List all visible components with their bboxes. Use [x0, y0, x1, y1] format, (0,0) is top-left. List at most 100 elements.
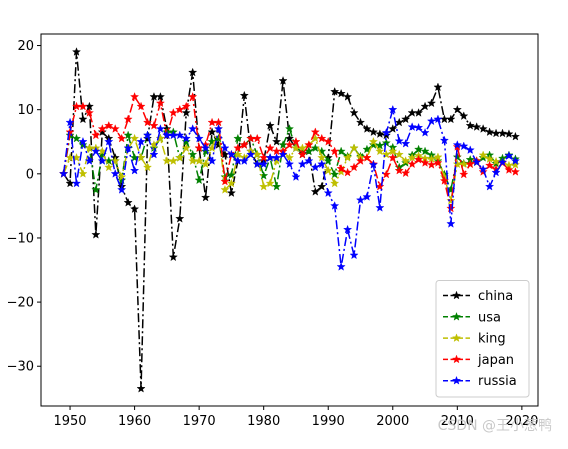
y-axis-ticks: −30 −20 −10 0 10 20	[7, 39, 41, 375]
data-point-china	[349, 108, 359, 117]
series-russia	[59, 104, 520, 271]
legend-marker	[451, 354, 462, 364]
data-point-china	[394, 117, 404, 127]
data-point-china	[142, 133, 153, 143]
data-point-russia	[181, 133, 191, 143]
y-tick-label: −30	[7, 360, 34, 375]
data-point-russia	[381, 127, 391, 137]
data-point-russia	[478, 164, 488, 174]
data-point-russia	[349, 250, 359, 260]
data-point-china	[355, 117, 366, 127]
x-tick-label: 2010	[441, 414, 474, 429]
data-point-japan	[317, 133, 327, 143]
data-point-japan	[110, 124, 120, 133]
x-tick-label: 1980	[247, 414, 280, 429]
data-point-japan	[401, 168, 411, 178]
data-point-japan	[478, 167, 488, 176]
data-point-china	[433, 82, 443, 92]
data-point-russia	[278, 149, 288, 159]
data-point-china	[401, 114, 411, 124]
data-point-china	[136, 383, 146, 393]
plot-area-frame	[40, 33, 539, 407]
data-point-usa	[194, 175, 204, 185]
data-point-japan	[381, 169, 391, 179]
data-point-japan	[446, 203, 456, 213]
data-point-japan	[284, 140, 295, 149]
data-point-king	[220, 185, 230, 194]
data-point-japan	[336, 163, 346, 173]
data-point-russia	[465, 145, 475, 154]
data-point-china	[310, 187, 320, 196]
data-point-japan	[343, 167, 353, 177]
data-point-usa	[91, 185, 101, 194]
data-point-usa	[78, 140, 88, 149]
data-point-usa	[123, 130, 133, 140]
data-point-king	[368, 136, 378, 146]
data-point-russia	[213, 124, 224, 133]
data-point-japan	[252, 133, 262, 143]
data-point-japan	[407, 159, 417, 169]
data-point-usa	[330, 169, 340, 179]
data-point-russia	[310, 162, 320, 172]
data-point-russia	[226, 149, 236, 159]
data-point-japan	[465, 159, 475, 169]
data-point-japan	[168, 108, 178, 117]
data-point-china	[504, 129, 514, 138]
data-point-japan	[175, 104, 185, 114]
data-point-japan	[485, 160, 495, 170]
data-point-russia	[336, 262, 346, 271]
data-point-china	[71, 47, 82, 56]
x-tick-label: 1950	[53, 414, 86, 429]
data-point-russia	[394, 136, 404, 145]
data-point-russia	[401, 138, 411, 148]
watermark: CSDN @王小葱鸭	[437, 418, 552, 434]
data-point-russia	[343, 224, 353, 234]
data-point-china	[226, 188, 236, 197]
data-point-russia	[362, 192, 372, 201]
data-point-japan	[123, 114, 133, 124]
data-point-china	[175, 213, 185, 223]
y-tick-label: 10	[17, 103, 34, 118]
data-point-russia	[485, 181, 495, 191]
legend-frame	[435, 280, 530, 398]
data-point-russia	[407, 122, 417, 131]
data-point-usa	[272, 181, 282, 191]
legend-label-king: king	[478, 332, 506, 347]
data-point-japan	[355, 156, 366, 165]
data-point-russia	[201, 143, 211, 153]
data-point-king	[491, 156, 501, 166]
data-point-china	[168, 252, 178, 262]
data-point-russia	[317, 159, 327, 169]
data-point-russia	[175, 130, 185, 140]
data-point-china	[91, 229, 101, 239]
data-point-usa	[323, 156, 333, 165]
data-point-russia	[246, 149, 256, 159]
legend-label-japan: japan	[477, 353, 514, 368]
data-point-china	[278, 76, 288, 85]
data-point-king	[265, 178, 275, 188]
data-point-russia	[297, 159, 307, 169]
series-layer	[59, 47, 520, 393]
data-point-japan	[310, 127, 320, 136]
data-point-russia	[510, 156, 520, 165]
legend: china usa king japan russia	[435, 280, 530, 398]
data-point-russia	[71, 178, 82, 188]
data-point-japan	[142, 117, 153, 127]
data-point-king	[194, 156, 204, 165]
data-point-king	[104, 162, 114, 172]
y-tick-label: 20	[17, 39, 34, 54]
data-point-japan	[265, 143, 275, 153]
legend-marker	[451, 312, 462, 321]
data-point-japan	[323, 136, 333, 146]
data-point-japan	[291, 136, 301, 146]
series-king	[59, 124, 520, 205]
data-point-russia	[104, 136, 114, 146]
x-axis-ticks: 1950 1960 1970 1980 1990 2000 2010 2020	[53, 406, 538, 429]
data-point-king	[168, 156, 178, 165]
data-point-china	[239, 90, 249, 100]
data-point-usa	[362, 144, 372, 154]
data-point-china	[207, 127, 217, 136]
data-point-russia	[426, 116, 437, 126]
data-point-china	[201, 192, 211, 202]
